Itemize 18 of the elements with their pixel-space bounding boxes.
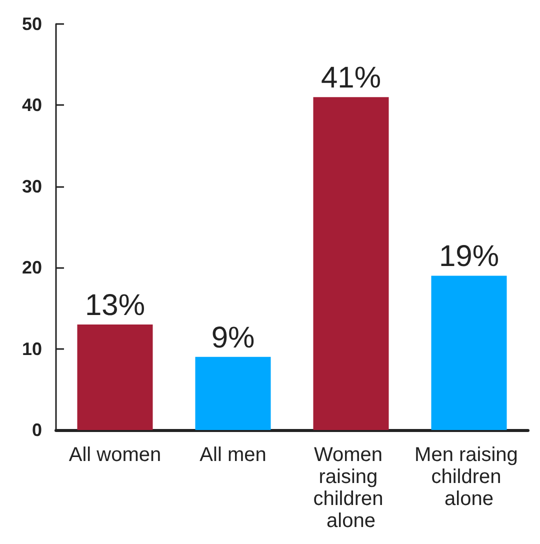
bar (195, 356, 271, 430)
data-label: 19% (438, 240, 500, 274)
y-tick-label: 40 (22, 95, 42, 116)
x-tick-label: All women (68, 444, 162, 466)
bar (77, 324, 153, 430)
y-tick-label: 30 (22, 176, 42, 196)
x-tick-label: Women raising children alone (313, 444, 389, 532)
y-tick-label: 0 (32, 420, 42, 440)
y-tick-label: 50 (22, 14, 42, 34)
data-label: 9% (211, 321, 255, 354)
y-tick-label: 20 (22, 258, 42, 278)
bar (431, 276, 507, 430)
data-label: 41% (320, 62, 382, 95)
x-tick-label: Men raising children alone (414, 444, 524, 510)
y-tick-label: 10 (22, 338, 42, 359)
data-label: 13% (84, 288, 146, 322)
bar (313, 97, 389, 430)
x-tick-label: All men (200, 444, 266, 466)
